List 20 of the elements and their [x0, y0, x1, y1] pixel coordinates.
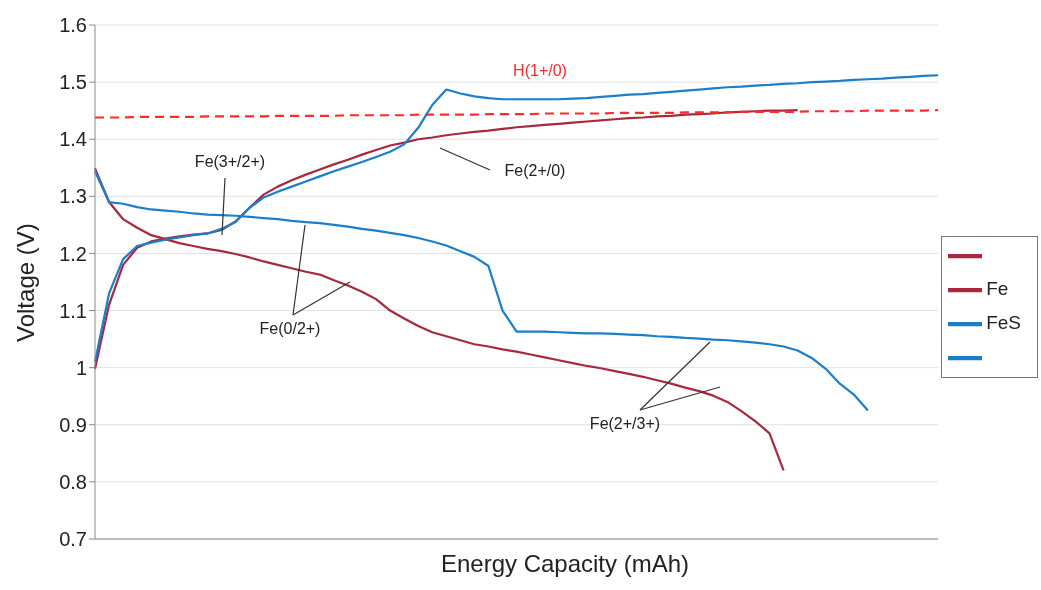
y-tick-label: 1.4 [59, 128, 87, 151]
annotation: Fe(0/2+) [259, 320, 321, 338]
annotation: Fe(3+/2+) [194, 153, 266, 171]
y-tick-label: 1.1 [59, 299, 87, 322]
y-tick-label: 1.5 [59, 71, 87, 94]
legend-label: FeS [986, 312, 1021, 334]
line-series [93, 109, 940, 119]
x-axis-title: Energy Capacity (mAh) [440, 550, 690, 578]
annotation: H(1+/0) [513, 62, 567, 80]
y-tick-label: 0.8 [59, 470, 87, 493]
y-tick-label: 1.2 [59, 242, 87, 265]
y-tick-label: 1.6 [59, 14, 87, 37]
y-axis-title: Voltage (V) [11, 223, 39, 342]
annotation: Fe(2+/0) [504, 162, 566, 180]
y-tick-label: 0.9 [59, 413, 87, 436]
annotation: Fe(2+/3+) [589, 415, 661, 433]
y-tick-label: 0.7 [59, 528, 87, 551]
y-tick-label: 1.3 [59, 185, 87, 208]
legend-label: Fe [986, 278, 1009, 300]
y-tick-label: 1 [75, 356, 87, 379]
